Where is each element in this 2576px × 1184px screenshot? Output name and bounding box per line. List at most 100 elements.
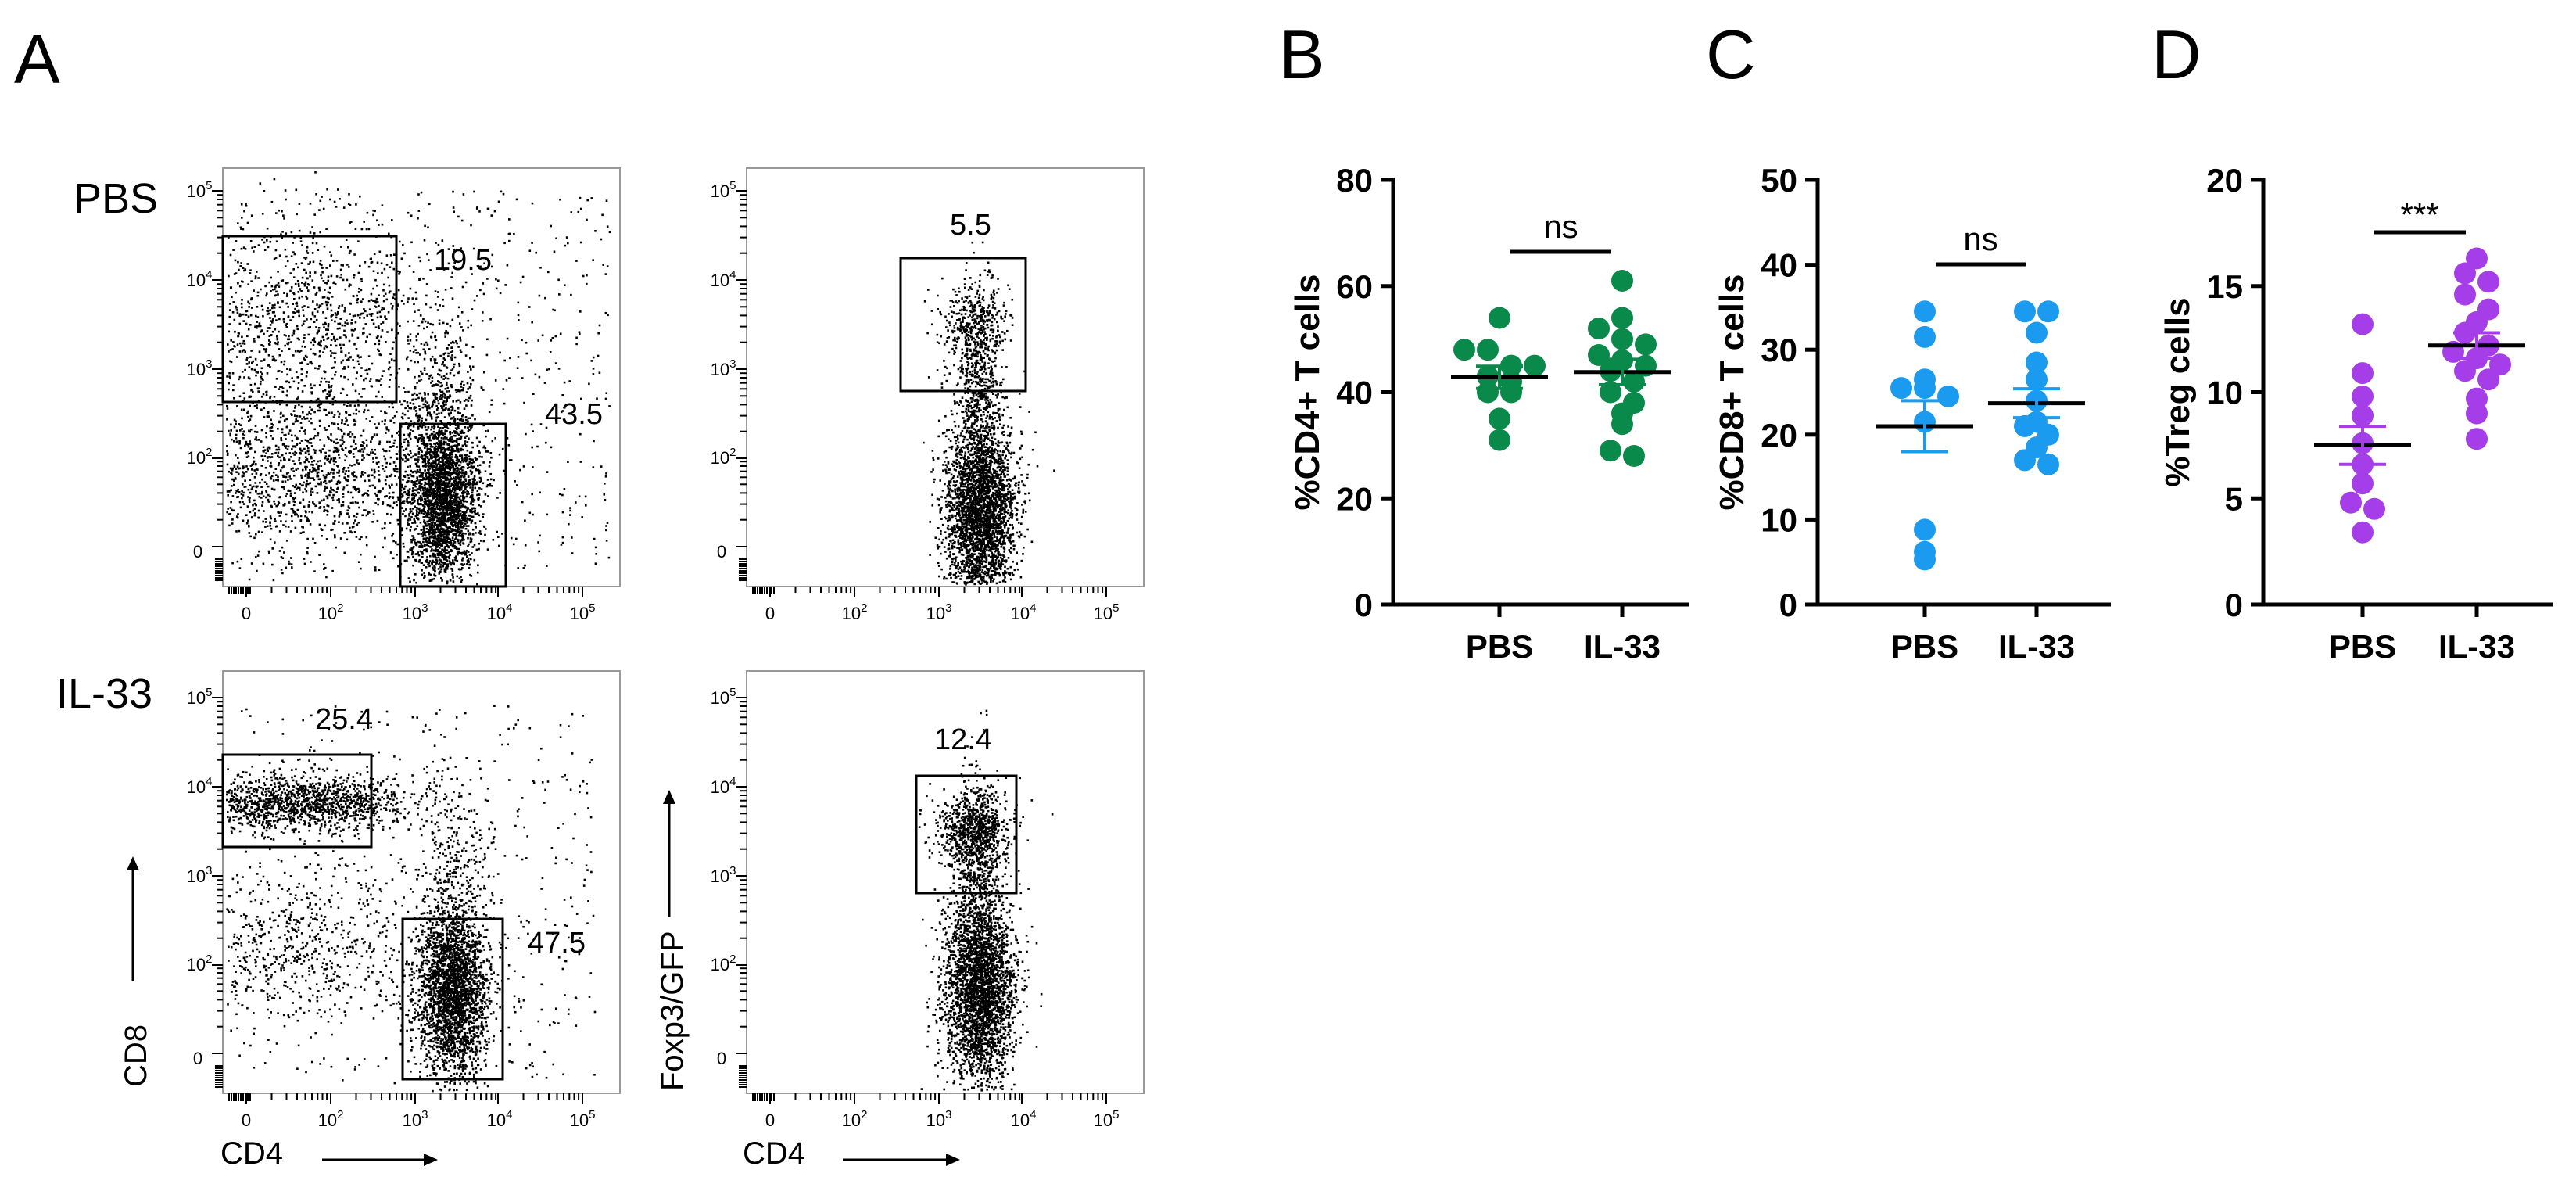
tick-label-y4: 104 xyxy=(711,775,736,797)
x-category-label: PBS xyxy=(1891,628,1958,665)
data-point xyxy=(2352,362,2374,385)
data-point xyxy=(1489,307,1510,329)
axis-title-cd8: CD8 xyxy=(119,1024,153,1087)
tick-label-x2: 102 xyxy=(318,1108,344,1130)
axis-ticks xyxy=(212,190,583,597)
plot-frame xyxy=(746,167,1145,587)
y-tick-label: 20 xyxy=(1336,480,1373,517)
significance-label: ns xyxy=(1963,221,1997,257)
tick-label-x0: 0 xyxy=(765,1110,775,1130)
x-category-label: PBS xyxy=(1466,628,1533,665)
y-tick-label: 0 xyxy=(1779,587,1797,623)
tick-label-x2: 102 xyxy=(842,601,868,623)
data-point xyxy=(1524,354,1546,377)
data-point xyxy=(2363,497,2385,520)
x-category-label: IL-33 xyxy=(1998,628,2075,665)
flow-plot-il33-foxp3-cd4: 12.4 0 0 102 102 103 103 104 104 105 105 xyxy=(711,670,1145,1130)
tick-label-y3: 103 xyxy=(187,357,213,379)
tick-labels: 0 0 102 102 103 103 104 104 105 105 xyxy=(187,179,596,623)
tick-labels: 0 0 102 102 103 103 104 104 105 105 xyxy=(187,686,596,1130)
data-point xyxy=(2454,262,2476,285)
tick-label-x3: 103 xyxy=(926,1108,952,1130)
sem-error-bar xyxy=(1476,364,1523,390)
y-tick-label: 20 xyxy=(2206,162,2243,199)
data-point xyxy=(2477,271,2499,293)
gate-percent-pbs_cd8: 19.5 xyxy=(434,244,492,277)
axis-ticks xyxy=(212,697,583,1104)
data-point xyxy=(1914,548,1936,571)
tick-label-y3: 103 xyxy=(711,864,736,886)
panel-letter-a: A xyxy=(14,20,60,98)
data-point xyxy=(2352,472,2374,495)
data-point xyxy=(2014,300,2036,323)
gate-percent-pbs_foxp3: 5.5 xyxy=(950,209,991,242)
events-il33-foxp3-cd4 xyxy=(918,709,1054,1092)
tick-label-x0: 0 xyxy=(242,1110,251,1130)
data-point xyxy=(2037,453,2059,475)
tick-label-x3: 103 xyxy=(926,601,952,623)
data-point xyxy=(1890,377,1912,400)
data-point xyxy=(2454,360,2476,382)
data-point xyxy=(2340,491,2362,514)
data-point xyxy=(1611,270,1633,292)
y-tick-label: 60 xyxy=(1336,268,1373,305)
significance-label: *** xyxy=(2400,196,2438,233)
gate-il33_cd4 xyxy=(401,917,504,1081)
row-label-il33: IL-33 xyxy=(56,670,152,717)
axis-arrowhead-cd4-left xyxy=(424,1154,438,1166)
data-point xyxy=(2014,414,2036,437)
tick-label-y2: 102 xyxy=(187,953,213,974)
axis-arrowhead-cd4-right xyxy=(946,1154,960,1166)
tick-label-y5: 105 xyxy=(711,179,736,201)
gate-pbs_cd8 xyxy=(221,235,398,404)
data-point xyxy=(1489,429,1510,451)
panel-letter-d: D xyxy=(2151,16,2202,93)
tick-label-y5: 105 xyxy=(187,179,213,201)
tick-label-y5: 105 xyxy=(711,686,736,708)
y-axis-label: %Treg cells xyxy=(2159,297,2197,486)
y-tick-label: 10 xyxy=(2206,375,2243,411)
tick-label-y4: 104 xyxy=(711,268,736,290)
tick-label-x5: 105 xyxy=(570,601,596,623)
tick-label-y5: 105 xyxy=(187,686,213,708)
y-tick-label: 40 xyxy=(1761,247,1797,284)
data-point xyxy=(1914,377,1936,400)
tick-label-x4: 104 xyxy=(1011,1108,1037,1130)
y-tick-label: 30 xyxy=(1761,332,1797,368)
tick-label-x2: 102 xyxy=(842,1108,868,1130)
data-point xyxy=(1453,339,1475,361)
data-point xyxy=(1623,445,1645,467)
data-point xyxy=(2352,313,2374,335)
data-point xyxy=(1489,407,1510,430)
tick-label-y4: 104 xyxy=(187,775,213,797)
y-tick-label: 80 xyxy=(1336,162,1373,199)
events-pbs-foxp3-cd4 xyxy=(923,241,1055,586)
sem-error-bar xyxy=(2453,331,2500,361)
tick-label-x0: 0 xyxy=(765,604,775,623)
data-point xyxy=(1623,370,1645,393)
data-point xyxy=(2352,521,2374,544)
tick-label-x2: 102 xyxy=(318,601,344,623)
data-point xyxy=(2026,368,2048,391)
y-tick-label: 15 xyxy=(2206,268,2243,305)
gate-pbs_foxp3 xyxy=(899,257,1027,393)
row-label-pbs: PBS xyxy=(73,175,158,222)
data-point xyxy=(1635,333,1657,356)
y-tick-label: 10 xyxy=(1761,501,1797,538)
data-point xyxy=(1611,328,1633,350)
data-point xyxy=(2466,247,2488,270)
tick-label-x0: 0 xyxy=(242,604,251,623)
sem-error-bar xyxy=(1901,399,1948,454)
tick-label-x3: 103 xyxy=(403,1108,428,1130)
dot-plots: 0 20 40 60 80 PBS IL-33 %CD4+ T cells ns 0 10 20 30 4… xyxy=(1288,162,2553,665)
tick-label-x4: 104 xyxy=(1011,601,1037,623)
gate-percent-il33_cd8: 25.4 xyxy=(315,703,373,736)
data-point xyxy=(1477,339,1499,361)
flow-plot-pbs-foxp3-cd4: 5.5 0 0 102 102 103 103 104 104 105 105 xyxy=(711,167,1145,623)
axis-arrowhead-foxp3 xyxy=(663,790,675,804)
data-point xyxy=(1477,381,1499,404)
axis-title-foxp3: Foxp3/GFP xyxy=(655,931,690,1091)
data-point xyxy=(2352,385,2374,407)
y-tick-label: 50 xyxy=(1761,162,1797,199)
